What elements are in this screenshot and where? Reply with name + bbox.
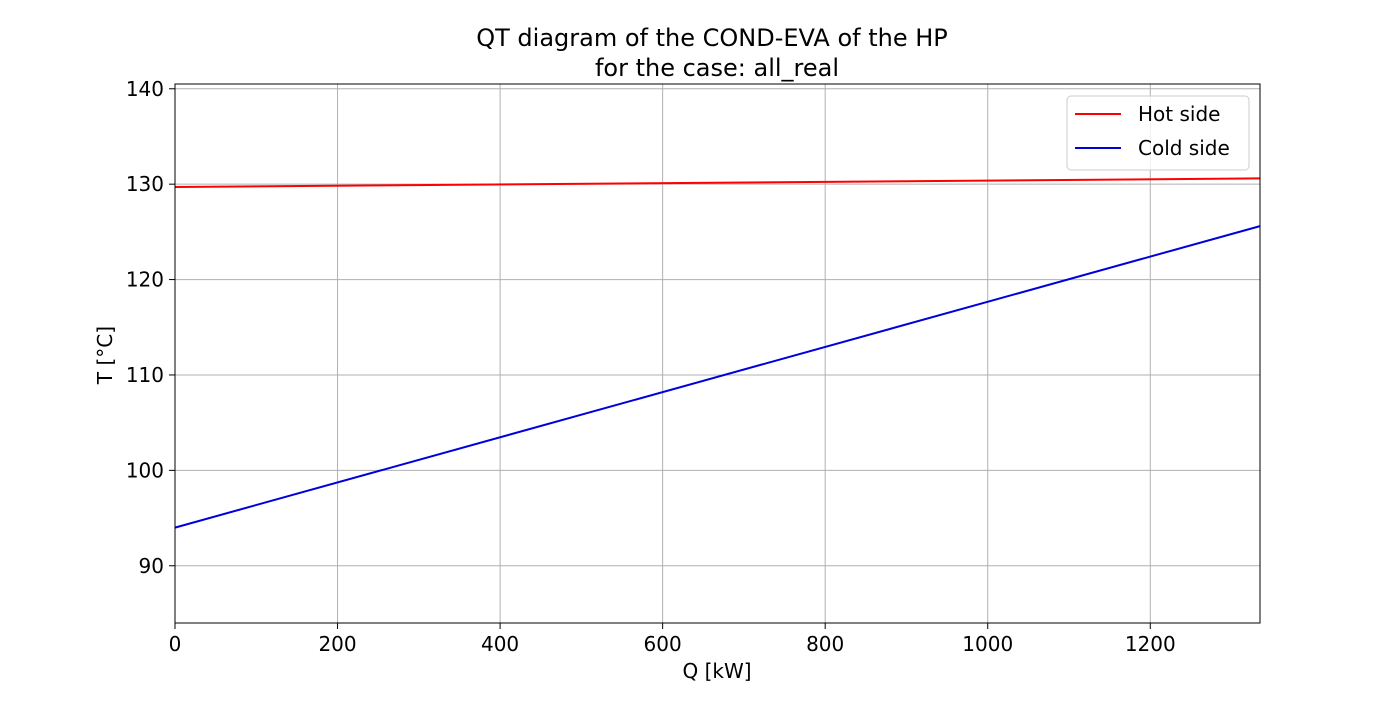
y-tick-label: 100 [126,458,164,482]
x-tick-label: 1200 [1125,632,1176,656]
plot-frame [174,83,1261,624]
x-tick-label: 0 [169,632,182,656]
x-tick-label: 400 [481,632,519,656]
x-tick-label: 1000 [962,632,1013,656]
grid [174,84,1260,623]
x-tick-label: 200 [318,632,356,656]
x-tick-label: 600 [644,632,682,656]
x-axis-label: Q [kW] [682,659,751,683]
legend-label-cold-side: Cold side [1138,136,1230,160]
y-tick-label: 90 [139,554,164,578]
chart-title-line-2: for the case: all_real [595,54,839,82]
series-line-cold-side [174,225,1261,529]
chart-title-line-1: QT diagram of the COND-EVA of the HP [476,24,948,52]
x-tick-label: 800 [806,632,844,656]
legend: Hot side Cold side [1066,95,1250,171]
series-line-hot-side [174,177,1261,188]
y-tick-label: 110 [126,363,164,387]
y-tick-label: 120 [126,268,164,292]
y-axis-label: T [°C] [93,326,117,385]
y-tick-label: 140 [126,77,164,101]
legend-label-hot-side: Hot side [1138,102,1220,126]
axis-ticks: 0 200 400 600 800 1000 1200 90 100 110 120 130 140 [126,77,1176,656]
y-tick-label: 130 [126,172,164,196]
series-lines [174,177,1261,529]
